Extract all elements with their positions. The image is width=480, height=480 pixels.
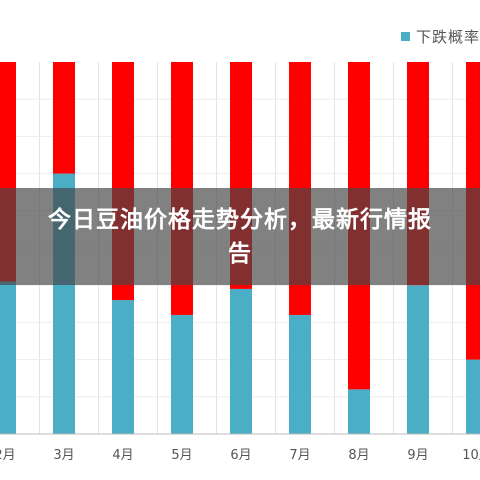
bar-decline-4: [171, 314, 193, 434]
x-tick-label: 7月: [289, 448, 310, 463]
x-tick-label: 9月: [407, 448, 428, 463]
bar-decline-9: [466, 359, 480, 434]
x-tick-labels: 2月 3月 4月 5月 6月 7月 8月 9月 10月: [0, 448, 480, 463]
bar-decline-5: [230, 288, 252, 434]
bar-other-2: [53, 62, 75, 174]
x-tick-label: 2月: [0, 448, 16, 463]
x-tick-label: 5月: [171, 448, 192, 463]
x-tick-label: 6月: [230, 448, 251, 463]
x-tick-label: 8月: [348, 448, 369, 463]
bar-decline-8: [407, 285, 429, 434]
x-tick-label: 10月: [462, 448, 480, 463]
title-banner: 今日豆油价格走势分析，最新行情报告: [0, 188, 480, 285]
x-tick-label: 3月: [53, 448, 74, 463]
legend-swatch-decline: [400, 31, 410, 41]
chart-legend: 下跌概率: [400, 26, 480, 46]
bar-decline-1: [0, 281, 16, 434]
legend-label-decline: 下跌概率: [415, 27, 480, 46]
page-title: 今日豆油价格走势分析，最新行情报告: [48, 206, 432, 267]
bar-decline-7: [348, 389, 370, 434]
bar-decline-3: [112, 300, 134, 434]
bar-decline-6: [289, 314, 311, 434]
x-tick-label: 4月: [112, 448, 133, 463]
